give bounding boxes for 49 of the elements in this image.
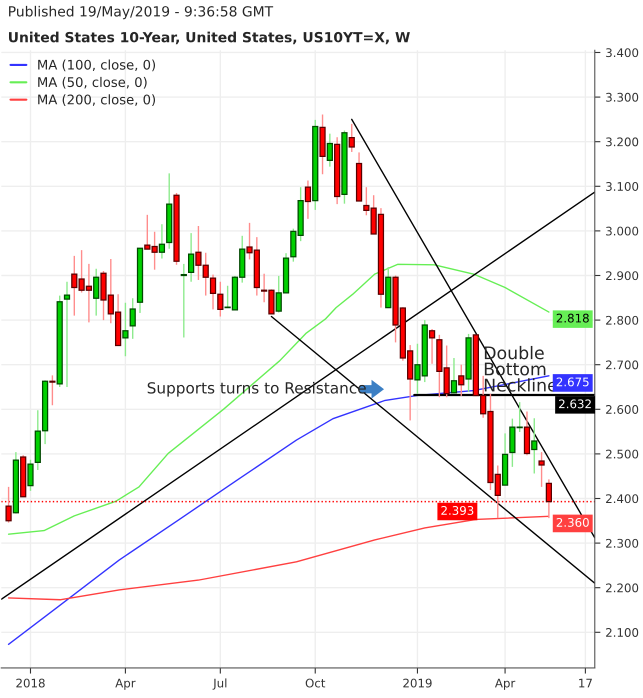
candlestick (93, 268, 100, 316)
legend-label: MA (100, close, 0) (38, 59, 156, 72)
y-tick-label: 3.200 (606, 137, 638, 146)
y-tick-label: 2.300 (606, 538, 638, 548)
candlestick (130, 298, 136, 340)
data-label: 2.818 (556, 314, 589, 323)
x-tick-label: Jul (212, 678, 226, 690)
chart-title: United States 10-Year, United States, US10YT=X, W (8, 32, 410, 44)
candlestick (188, 232, 194, 282)
candlestick (122, 302, 129, 357)
legend-label: MA (200, close, 0) (38, 94, 156, 106)
candlestick (538, 451, 545, 488)
candlestick (428, 328, 436, 364)
text: Published 19/May/2019 - 9:36:58 GMT (9, 6, 274, 20)
candlestick (450, 357, 458, 394)
y-tick-label: 3.400 (606, 48, 638, 58)
x-tick-label: Apr (494, 678, 516, 690)
x-tick-label: Oct (306, 678, 326, 688)
x-tick-label: Apr (115, 678, 136, 690)
y-tick-label: 3.300 (606, 92, 638, 102)
data-label: 2.675 (556, 377, 589, 386)
y-tick-label: 3.000 (606, 226, 638, 236)
data-label: 2.632 (559, 399, 591, 408)
x-tick-label: 2019 (403, 678, 432, 688)
y-tick-label: 2.500 (606, 450, 638, 459)
candlestick (158, 224, 166, 260)
y-tick-label: 2.600 (606, 405, 638, 414)
y-tick-label: 3.100 (606, 182, 638, 191)
candlestick (458, 364, 464, 397)
legend-label: MA (50, close, 0) (38, 76, 147, 89)
candlestick (49, 374, 56, 406)
y-tick-label: 2.700 (606, 360, 638, 370)
y-tick-label: 2.100 (606, 628, 638, 637)
y-tick-label: 2.900 (606, 271, 638, 280)
candlestick (304, 180, 312, 220)
line-series (8, 516, 550, 600)
y-tick-label: 2.200 (606, 583, 638, 592)
candlestick (64, 281, 70, 388)
candlestick (27, 459, 34, 492)
x-tick-label: 17 (579, 678, 592, 688)
candlestick (180, 263, 187, 338)
candlestick (531, 418, 538, 474)
data-label: 2.360 (556, 518, 589, 527)
y-tick-label: 2.800 (606, 316, 638, 325)
candlestick (348, 123, 355, 153)
y-tick-label: 2.400 (606, 494, 638, 504)
x-tick-label: 2018 (16, 678, 45, 688)
candlestick (326, 132, 333, 168)
ref-line-label: 2.393 (441, 506, 474, 515)
